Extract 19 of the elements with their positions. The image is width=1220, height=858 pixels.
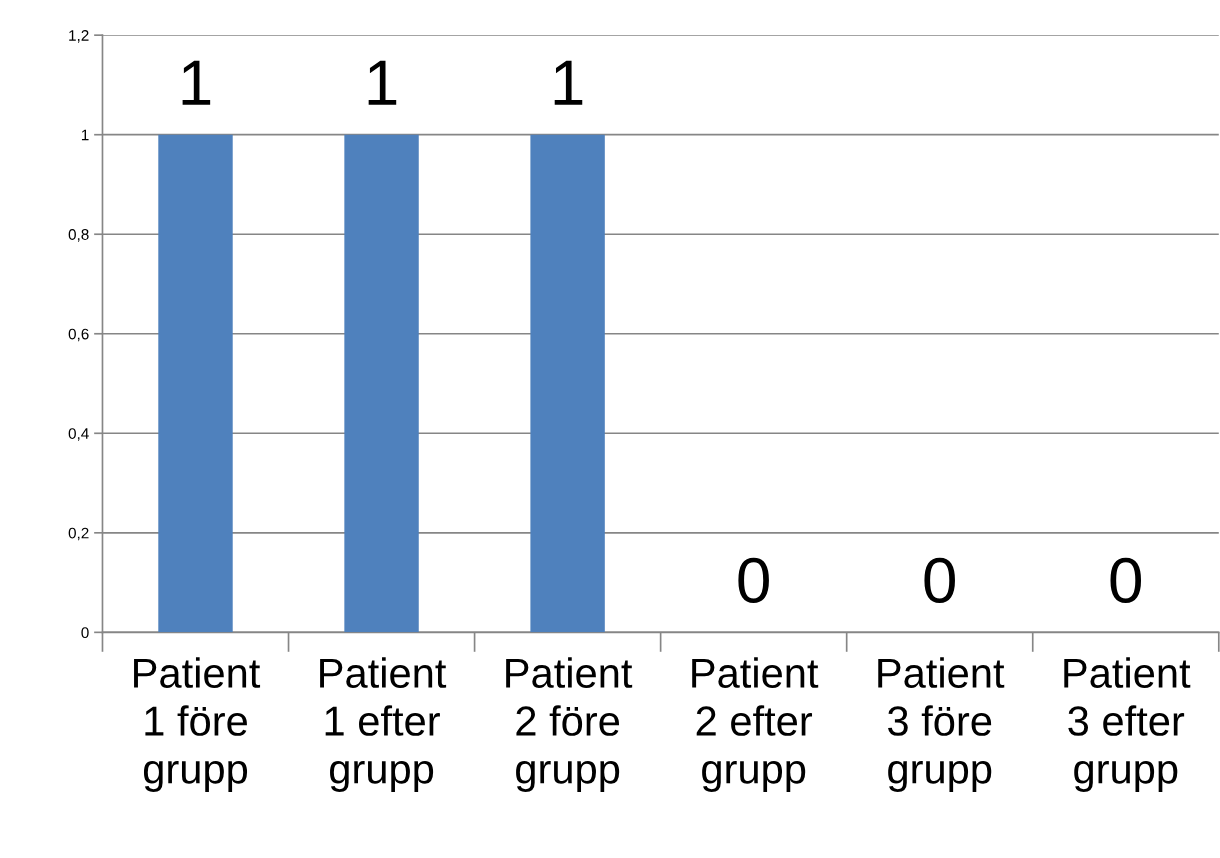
x-tick-label: Patient 1 före grupp (134, 657, 261, 792)
x-tick-label: Patient 2 före grupp (506, 657, 633, 792)
y-tick-label: 0,4 (68, 428, 89, 441)
data-label: 1 (554, 60, 583, 105)
x-tick-label: Patient 3 efter grupp (1064, 657, 1191, 792)
data-label: 1 (368, 60, 397, 105)
data-label: 0 (924, 557, 955, 604)
y-tick-label: 0 (81, 627, 89, 639)
y-tick-label: 0,8 (68, 229, 89, 242)
x-tick-label: Patient 1 efter grupp (320, 657, 447, 792)
x-tick-label: Patient 2 efter grupp (692, 657, 819, 792)
data-label: 0 (1110, 557, 1142, 604)
y-tick-label: 0,6 (68, 328, 89, 342)
y-tick-label: 0,2 (68, 527, 89, 541)
y-tick-label: 1 (81, 129, 89, 141)
data-label: 1 (182, 60, 211, 105)
x-tick-label: Patient 3 före grupp (878, 657, 1005, 792)
data-label: 0 (738, 557, 769, 604)
y-tick-label: 1,2 (69, 30, 89, 43)
